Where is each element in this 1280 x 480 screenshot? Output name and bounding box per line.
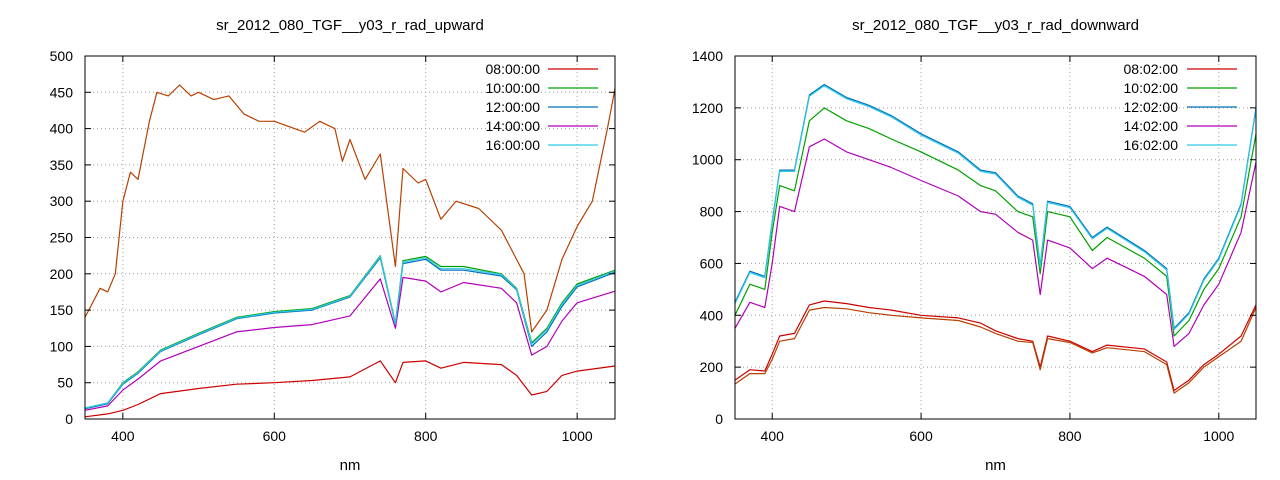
y-tick-label: 350 bbox=[50, 157, 74, 173]
legend-label: 16:00:00 bbox=[486, 137, 541, 153]
series-line-160200 bbox=[734, 85, 1257, 331]
series-line-160000 bbox=[84, 255, 616, 409]
series-line-120000 bbox=[84, 257, 616, 410]
series-line-120200 bbox=[734, 83, 1257, 329]
y-tick-label: 0 bbox=[715, 411, 723, 427]
legend-label: 12:02:00 bbox=[1124, 99, 1179, 115]
y-tick-label: 100 bbox=[50, 338, 74, 354]
y-tick-label: 200 bbox=[50, 266, 74, 282]
series-line-100200 bbox=[734, 107, 1257, 337]
plot-frame bbox=[734, 55, 1257, 420]
y-tick-label: 250 bbox=[50, 230, 74, 246]
legend-label: 14:02:00 bbox=[1124, 118, 1179, 134]
series-line-100000 bbox=[84, 255, 616, 409]
y-tick-label: 500 bbox=[50, 48, 74, 64]
y-tick-label: 300 bbox=[50, 193, 74, 209]
x-tick-label: 600 bbox=[263, 428, 287, 444]
y-tick-label: 800 bbox=[700, 204, 724, 220]
legend-label: 08:00:00 bbox=[486, 61, 541, 77]
x-tick-label: 400 bbox=[111, 428, 135, 444]
series-line-140000 bbox=[84, 276, 616, 411]
y-tick-label: 400 bbox=[700, 307, 724, 323]
series-line-unlabeled bbox=[84, 84, 616, 333]
legend-label: 14:00:00 bbox=[486, 118, 541, 134]
y-tick-label: 1200 bbox=[692, 100, 723, 116]
x-tick-label: 1000 bbox=[1203, 428, 1234, 444]
chart-1: sr_2012_080_TGF__y03_r_rad_upward 400 600 8… bbox=[50, 17, 616, 474]
x-tick-label: 800 bbox=[1058, 428, 1082, 444]
series-line-140200 bbox=[734, 138, 1257, 347]
y-tick-label: 0 bbox=[65, 411, 73, 427]
chart-title: sr_2012_080_TGF__y03_r_rad_downward bbox=[852, 17, 1139, 34]
legend-label: 16:02:00 bbox=[1124, 137, 1179, 153]
series-line-080200 bbox=[734, 300, 1257, 392]
legend-label: 08:02:00 bbox=[1124, 61, 1179, 77]
y-tick-label: 1000 bbox=[692, 152, 723, 168]
y-tick-label: 150 bbox=[50, 302, 74, 318]
y-tick-label: 1400 bbox=[692, 48, 723, 64]
x-tick-label: 1000 bbox=[562, 428, 593, 444]
chart-title: sr_2012_080_TGF__y03_r_rad_upward bbox=[216, 17, 484, 34]
x-tick-label: 400 bbox=[761, 428, 785, 444]
y-tick-label: 600 bbox=[700, 255, 724, 271]
series-line-unlabeled bbox=[734, 306, 1257, 394]
y-tick-label: 200 bbox=[700, 359, 724, 375]
x-axis-label: nm bbox=[985, 457, 1006, 474]
x-tick-label: 600 bbox=[909, 428, 933, 444]
x-axis-label: nm bbox=[340, 457, 361, 474]
x-tick-label: 800 bbox=[414, 428, 438, 444]
y-tick-label: 400 bbox=[50, 121, 74, 137]
chart-2: sr_2012_080_TGF__y03_r_rad_downward 400 60… bbox=[692, 17, 1257, 474]
series-line-080000 bbox=[84, 360, 616, 418]
y-tick-label: 50 bbox=[57, 375, 73, 391]
legend-label: 10:00:00 bbox=[486, 80, 541, 96]
legend-label: 12:00:00 bbox=[486, 99, 541, 115]
legend-label: 10:02:00 bbox=[1124, 80, 1179, 96]
y-tick-label: 450 bbox=[50, 84, 74, 100]
